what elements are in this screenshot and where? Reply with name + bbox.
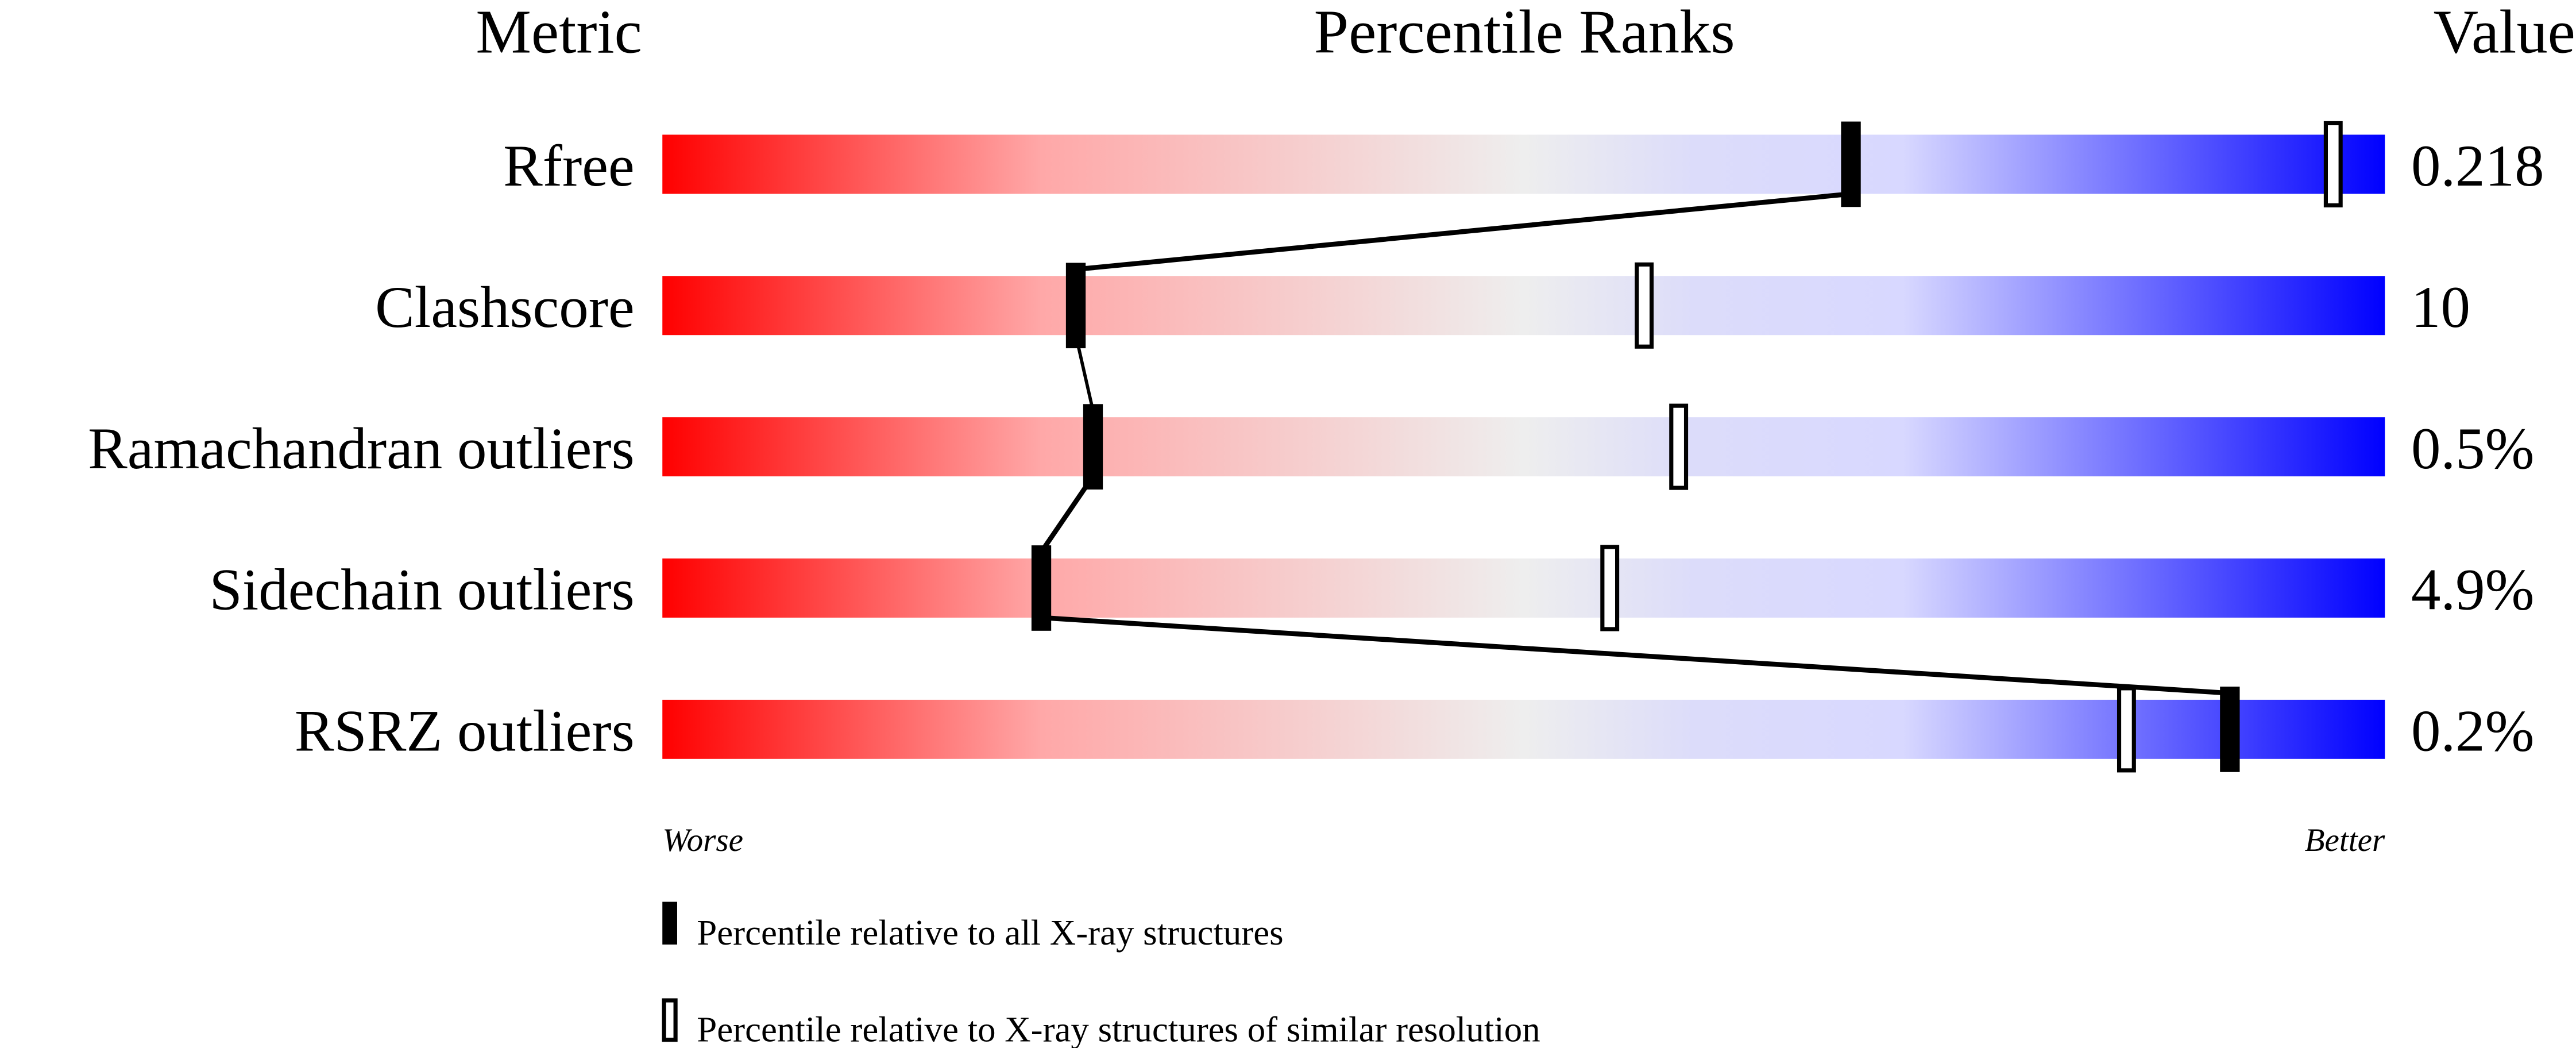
percentile-bar — [662, 134, 2385, 194]
marker-all-structures — [1083, 404, 1103, 490]
header-metric: Metric — [476, 0, 642, 66]
marker-similar-resolution — [2323, 121, 2343, 207]
percentile-bar — [662, 417, 2385, 477]
better-label: Better — [2305, 822, 2385, 858]
metric-value: 0.2% — [2411, 699, 2534, 764]
marker-similar-resolution — [1635, 262, 1654, 349]
metric-label: RSRZ outliers — [295, 699, 635, 764]
header-value: Value — [2434, 0, 2575, 66]
marker-similar-resolution — [1600, 545, 1620, 631]
metric-label: Sidechain outliers — [209, 557, 634, 623]
metric-label: Clashscore — [375, 275, 635, 340]
marker-all-structures — [1065, 263, 1086, 349]
percentile-bar — [662, 276, 2385, 336]
marker-all-structures — [1841, 121, 1861, 207]
metric-label: Rfree — [503, 133, 635, 199]
header-percentile-ranks: Percentile Ranks — [1314, 0, 1735, 66]
metric-value: 4.9% — [2411, 557, 2534, 623]
percentile-bar — [662, 558, 2385, 618]
metric-label: Ramachandran outliers — [88, 416, 635, 481]
metric-value: 10 — [2411, 275, 2470, 340]
marker-all-structures — [2220, 687, 2240, 772]
legend-similar-label: Percentile relative to X-ray structures … — [697, 1010, 1540, 1048]
connector-line — [1041, 615, 2230, 696]
marker-similar-resolution — [1669, 403, 1689, 490]
marker-similar-resolution — [2117, 686, 2136, 773]
marker-all-structures — [1031, 545, 1052, 631]
legend-filled-marker — [662, 901, 677, 945]
percentile-bar — [662, 699, 2385, 759]
legend-all-label: Percentile relative to all X-ray structu… — [697, 912, 1283, 953]
worse-label: Worse — [662, 822, 743, 858]
metric-value: 0.5% — [2411, 416, 2534, 481]
legend-open-marker — [662, 998, 678, 1042]
connector-line — [1075, 191, 1851, 272]
metric-value: 0.218 — [2411, 133, 2544, 199]
